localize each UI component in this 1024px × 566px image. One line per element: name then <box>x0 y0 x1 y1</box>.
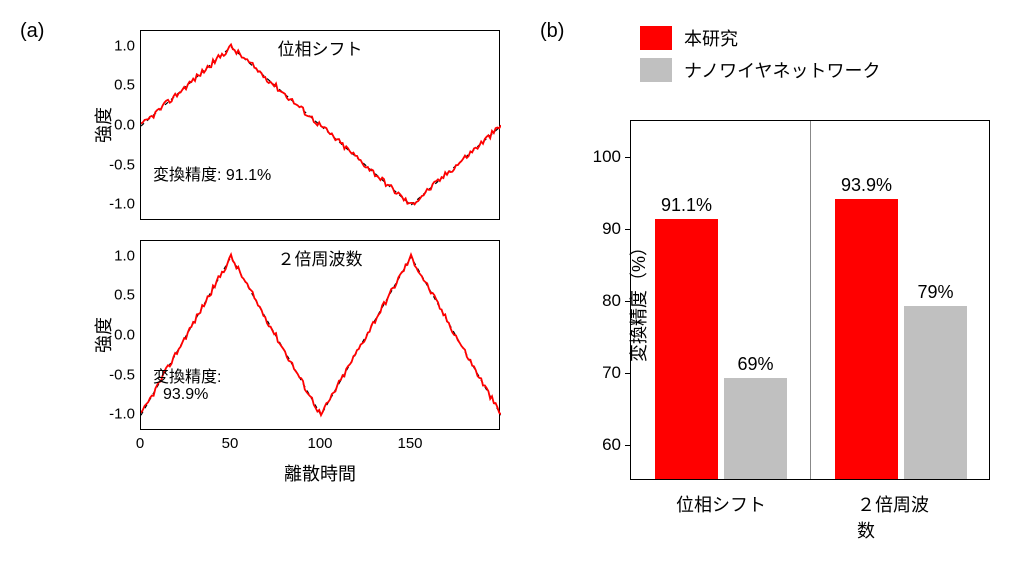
legend: 本研究 ナノワイヤネットワーク <box>640 25 881 89</box>
bar-value-label: 79% <box>917 282 953 303</box>
bar-ytick: 100 <box>593 147 621 167</box>
bar-chart-ylabel: 変換精度（%） <box>625 238 651 362</box>
charts-xlabel: 離散時間 <box>284 460 356 486</box>
chart-2-title: ２倍周波数 <box>274 245 367 270</box>
ytick: -1.0 <box>109 406 135 423</box>
panel-a: 位相シフト 変換精度: 91.1% 強度 -1.0-0.50.00.51.0 ２… <box>80 30 500 530</box>
bar-category-label: ２倍周波数 <box>857 491 945 543</box>
chart-2-annotation-1: 変換精度: <box>153 363 221 387</box>
ytick: -0.5 <box>109 366 135 383</box>
bar <box>724 378 787 479</box>
chart-1-ylabel: 強度 <box>90 107 116 143</box>
bar-ytick: 90 <box>602 219 621 239</box>
xtick: 100 <box>307 435 332 452</box>
bar-ytick: 80 <box>602 291 621 311</box>
xtick: 0 <box>136 435 144 452</box>
ytick: 1.0 <box>114 247 135 264</box>
legend-label-0: 本研究 <box>684 25 738 51</box>
chart-1-annotation: 変換精度: 91.1% <box>153 161 271 185</box>
ytick: -1.0 <box>109 196 135 213</box>
bar-value-label: 93.9% <box>841 175 892 196</box>
ytick: 0.5 <box>114 77 135 94</box>
bar <box>655 219 718 479</box>
bar-chart: 変換精度（%） 6070809010091.1%69%位相シフト93.9%79%… <box>630 120 990 480</box>
legend-item-0: 本研究 <box>640 25 881 51</box>
xtick: 50 <box>222 435 239 452</box>
legend-swatch-1 <box>640 58 672 82</box>
line-chart-double-freq: ２倍周波数 変換精度: 93.9% 強度 -1.0-0.50.00.51.0 0… <box>140 240 500 430</box>
chart-2-ylabel: 強度 <box>90 317 116 353</box>
bar-value-label: 91.1% <box>661 195 712 216</box>
xtick: 150 <box>397 435 422 452</box>
ytick: 1.0 <box>114 37 135 54</box>
legend-swatch-0 <box>640 26 672 50</box>
legend-item-1: ナノワイヤネットワーク <box>640 57 881 83</box>
bar-value-label: 69% <box>737 354 773 375</box>
bar <box>904 306 967 479</box>
chart-2-annotation-2: 93.9% <box>163 386 208 404</box>
bar-category-label: 位相シフト <box>676 491 766 517</box>
ytick: 0.0 <box>114 117 135 134</box>
line-chart-phase-shift: 位相シフト 変換精度: 91.1% 強度 -1.0-0.50.00.51.0 <box>140 30 500 220</box>
bar-ytick: 60 <box>602 435 621 455</box>
ytick: 0.5 <box>114 287 135 304</box>
ytick: 0.0 <box>114 327 135 344</box>
panel-b: 本研究 ナノワイヤネットワーク 変換精度（%） 60 70 80 90 100 91.1%… <box>560 25 1000 545</box>
plot-area-1: 位相シフト 変換精度: 91.1% <box>140 30 500 220</box>
legend-label-1: ナノワイヤネットワーク <box>684 57 881 83</box>
bar <box>835 199 898 479</box>
bar-ytick: 70 <box>602 363 621 383</box>
bar-chart-divider <box>810 121 811 479</box>
ytick: -0.5 <box>109 156 135 173</box>
chart-1-title: 位相シフト <box>274 35 367 60</box>
panel-a-label: (a) <box>20 20 44 43</box>
plot-area-2: ２倍周波数 変換精度: 93.9% <box>140 240 500 430</box>
